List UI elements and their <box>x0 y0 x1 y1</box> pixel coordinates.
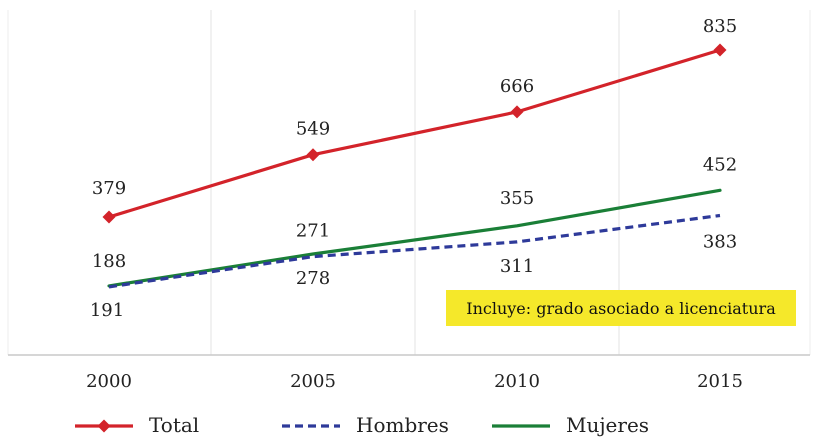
data-point-total <box>307 148 320 161</box>
data-label-hombres: 271 <box>296 221 330 242</box>
x-tick-label: 2010 <box>494 371 540 392</box>
legend-label-total: Total <box>149 413 199 437</box>
data-label-mujeres: 191 <box>90 300 124 321</box>
data-label-mujeres: 452 <box>703 154 737 175</box>
data-label-hombres: 383 <box>703 232 737 253</box>
legend-label-mujeres: Mujeres <box>566 413 649 437</box>
data-label-mujeres: 355 <box>500 188 534 209</box>
data-label-total: 835 <box>703 16 737 37</box>
annotation-layer: Incluye: grado asociado a licenciatura <box>446 290 796 326</box>
data-label-hombres: 311 <box>500 256 534 277</box>
data-point-total <box>511 105 524 118</box>
data-label-hombres: 188 <box>92 251 126 272</box>
legend-label-hombres: Hombres <box>356 413 449 437</box>
data-point-total <box>714 44 727 57</box>
axis-layer: 2000 2005 2010 2015 <box>8 355 810 392</box>
legend-marker-total <box>98 420 111 433</box>
data-point-total <box>103 211 116 224</box>
data-label-total: 666 <box>500 76 534 97</box>
data-label-total: 549 <box>296 119 330 140</box>
annotation-note: Incluye: grado asociado a licenciatura <box>466 299 776 318</box>
x-tick-label: 2005 <box>290 371 336 392</box>
legend: Total Hombres Mujeres <box>75 413 649 437</box>
data-label-mujeres: 278 <box>296 268 330 289</box>
data-label-total: 379 <box>92 178 126 199</box>
x-tick-label: 2015 <box>697 371 743 392</box>
x-tick-label: 2000 <box>86 371 132 392</box>
